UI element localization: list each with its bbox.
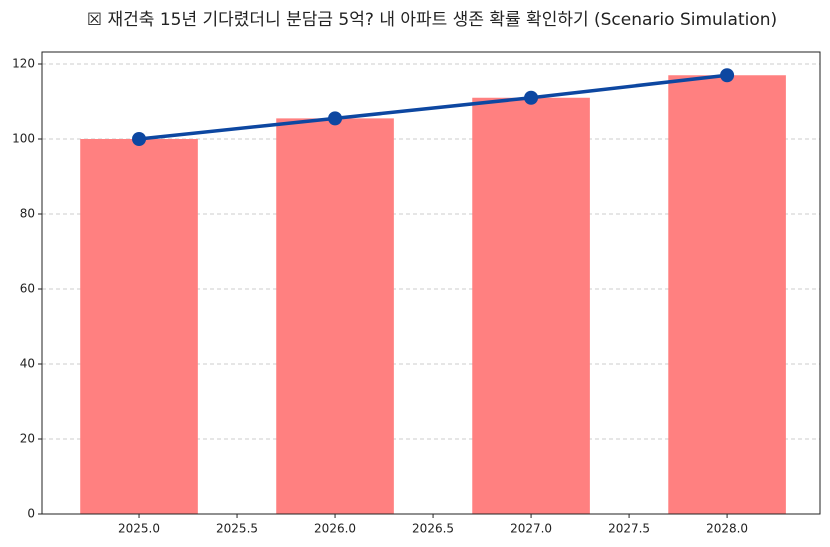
y-tick-label: 40: [20, 357, 35, 371]
y-tick-label: 60: [20, 282, 35, 296]
x-tick-label: 2027.5: [608, 522, 650, 536]
x-tick-label: 2027.0: [510, 522, 552, 536]
y-tick-label: 0: [27, 507, 35, 521]
bar: [276, 118, 394, 514]
y-tick-label: 20: [20, 432, 35, 446]
x-tick-label: 2025.0: [118, 522, 160, 536]
x-tick-label: 2026.5: [412, 522, 454, 536]
bar: [668, 75, 786, 514]
y-tick-label: 120: [12, 57, 35, 71]
bar: [80, 139, 198, 514]
y-tick-label: 80: [20, 207, 35, 221]
plot-frame: [41, 51, 821, 515]
x-tick-label: 2028.0: [706, 522, 748, 536]
y-tick-label: 100: [12, 132, 35, 146]
point: [720, 68, 735, 83]
chart-title: ☒ 재건축 15년 기다렸더니 분담금 5억? 내 아파트 생존 확률 확인하기…: [87, 10, 777, 30]
point: [524, 90, 539, 105]
point: [132, 132, 147, 146]
bar: [472, 97, 590, 514]
x-tick-label: 2025.5: [216, 522, 258, 536]
point: [328, 111, 343, 126]
x-tick-label: 2026.0: [314, 522, 356, 536]
line: [138, 73, 728, 141]
